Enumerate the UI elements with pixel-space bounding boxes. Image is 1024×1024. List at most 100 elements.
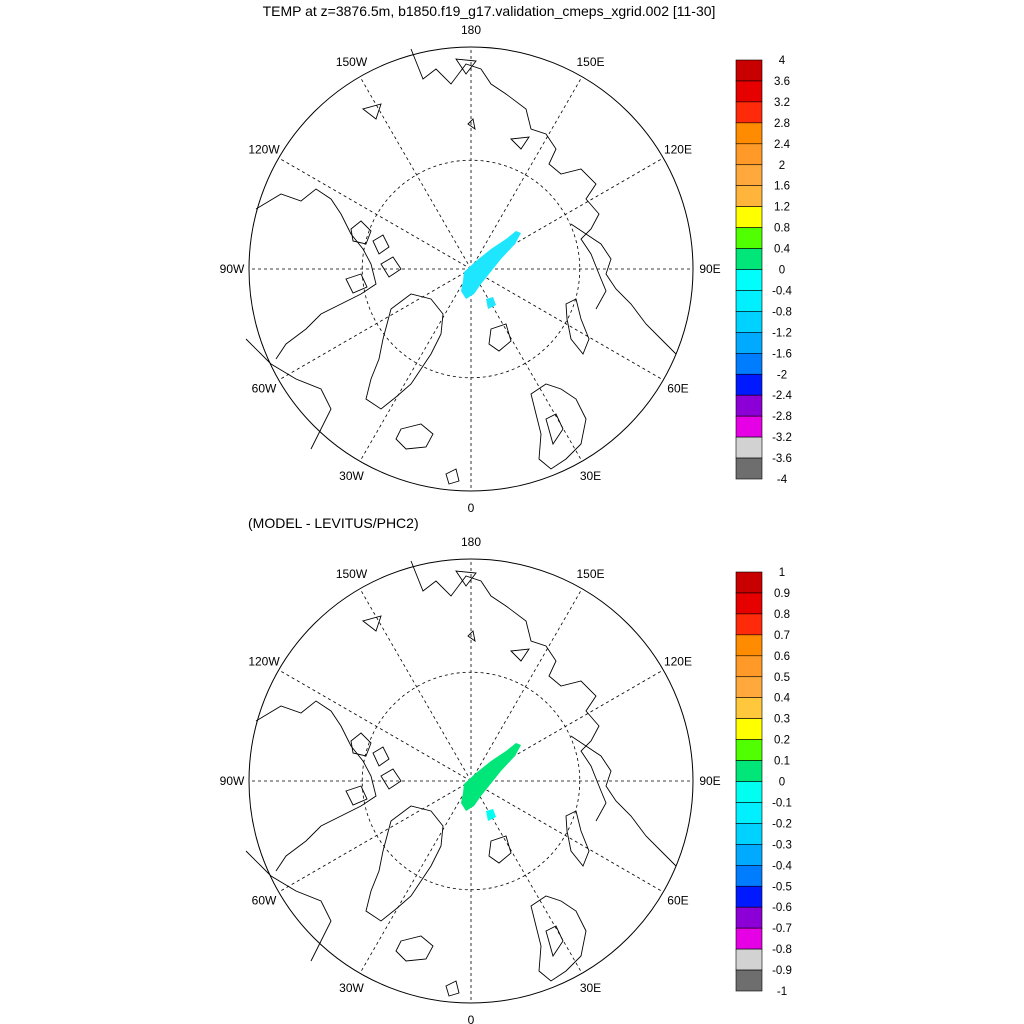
colorbar-swatch	[735, 864, 763, 887]
meridian-line	[278, 268, 472, 381]
coastline	[510, 648, 530, 662]
meridian-label: 180	[461, 535, 481, 549]
meridian-label: 150W	[336, 567, 368, 581]
colorbar-swatch	[735, 164, 763, 187]
colorbar-swatch	[735, 802, 763, 824]
colorbar-label: -2	[777, 369, 787, 381]
coastline	[445, 980, 460, 997]
colorbar-label: 2.4	[774, 139, 791, 151]
colorbar-swatch	[735, 697, 763, 719]
colorbar-label: -1.6	[772, 348, 792, 360]
colorbar-swatch	[735, 269, 763, 291]
colorbar-swatch	[735, 394, 763, 417]
colorbar-swatch	[735, 948, 763, 971]
meridian-line	[470, 268, 664, 381]
colorbar-swatch	[735, 352, 763, 375]
colorbar-swatch	[735, 206, 763, 228]
colorbar-swatch	[735, 655, 763, 678]
meridian-label: 60W	[252, 382, 277, 396]
colorbar-label: -0.4	[772, 860, 792, 872]
colorbar-label: -0.1	[772, 797, 792, 809]
colorbar-label: 4	[779, 55, 786, 67]
shaded-anomaly-region	[461, 743, 521, 811]
colorbar-label: 0.9	[774, 588, 790, 600]
meridian-label: 180	[461, 23, 481, 37]
colorbar-label: -4	[777, 474, 788, 486]
coastline	[362, 615, 382, 632]
colorbar-label: -0.9	[772, 965, 792, 977]
colorbar: 4 3.6 3.2 2.8 2.4 2 1.6 1.2 0.8 0.4 0 -0.4 -0.8 -1.2 -…	[735, 55, 793, 486]
colorbar-swatch	[735, 592, 763, 615]
colorbar-label: 0	[779, 777, 785, 789]
coastline	[362, 103, 382, 120]
colorbar-label: 3.2	[774, 97, 790, 109]
meridian-label: 60E	[667, 894, 688, 908]
meridian-label: 120W	[248, 655, 280, 669]
meridian-line	[470, 780, 664, 893]
meridian-line	[470, 780, 583, 974]
colorbar-label: 0.5	[774, 672, 790, 684]
colorbar-swatch	[735, 760, 763, 782]
colorbar-label: 2.8	[774, 118, 790, 130]
coastline	[350, 220, 372, 245]
meridian-line	[359, 268, 472, 462]
meridian-label: 150E	[576, 55, 604, 69]
coastline	[570, 735, 677, 867]
colorbar-label: 1.6	[774, 181, 790, 193]
polar-map: 180 150E 120E 90E 60E 30E 0 30W 60W 90W 120W 150W	[220, 535, 721, 1024]
colorbar-label: 0.1	[774, 756, 790, 768]
coastline	[345, 273, 368, 294]
colorbar-swatch	[735, 457, 763, 480]
colorbar-label: 0.7	[774, 630, 790, 642]
colorbar-label: 3.6	[774, 76, 790, 88]
coastline	[545, 925, 564, 958]
panel-title: (MODEL - LEVITUS/PHC2)	[248, 515, 419, 531]
colorbar-label: -1.2	[772, 327, 792, 339]
coastline	[350, 732, 372, 757]
colorbar-label: -3.2	[772, 432, 792, 444]
meridian-line	[470, 588, 583, 782]
colorbar-swatch	[735, 613, 763, 636]
coastline	[380, 768, 402, 790]
colorbar-swatch	[735, 634, 763, 657]
colorbar-swatch	[735, 59, 763, 82]
map-boundary	[248, 558, 694, 1004]
coastline	[372, 746, 390, 767]
meridian-label: 90W	[220, 774, 245, 788]
colorbar-label: -1	[777, 986, 787, 998]
colorbar-swatch	[735, 906, 763, 929]
meridian-line	[470, 76, 583, 270]
colorbar-swatch	[735, 844, 763, 866]
colorbar-swatch	[735, 969, 763, 992]
panel-top: TEMP at z=3876.5m, b1850.f19_g17.validat…	[220, 3, 793, 515]
meridian-label: 120W	[248, 143, 280, 157]
colorbar-label: 1	[779, 567, 785, 579]
meridian-label: 60E	[667, 382, 688, 396]
coastline	[467, 630, 476, 643]
colorbar-label: -0.6	[772, 902, 792, 914]
coastline	[255, 188, 377, 360]
coastline	[395, 935, 434, 962]
colorbar-label: 0.6	[774, 651, 790, 663]
meridian-line	[278, 669, 472, 782]
colorbar-label: 0.8	[774, 223, 790, 235]
coastline	[570, 223, 677, 355]
coastline	[445, 468, 460, 485]
meridian-label: 60W	[252, 894, 277, 908]
colorbar-label: -3.6	[772, 453, 792, 465]
meridian-line	[359, 780, 472, 974]
shaded-anomaly-region	[461, 231, 521, 299]
coastline	[455, 58, 477, 75]
colorbar-swatch	[735, 101, 763, 124]
colorbar-label: -0.4	[772, 285, 792, 297]
coastline	[365, 805, 444, 922]
meridian-line	[359, 76, 472, 270]
coastline	[467, 118, 476, 131]
meridian-line	[278, 780, 472, 893]
meridian-label: 120E	[664, 655, 692, 669]
meridian-line	[359, 588, 472, 782]
colorbar-swatch	[735, 80, 763, 103]
coastline	[410, 48, 607, 310]
coastline	[365, 293, 444, 410]
